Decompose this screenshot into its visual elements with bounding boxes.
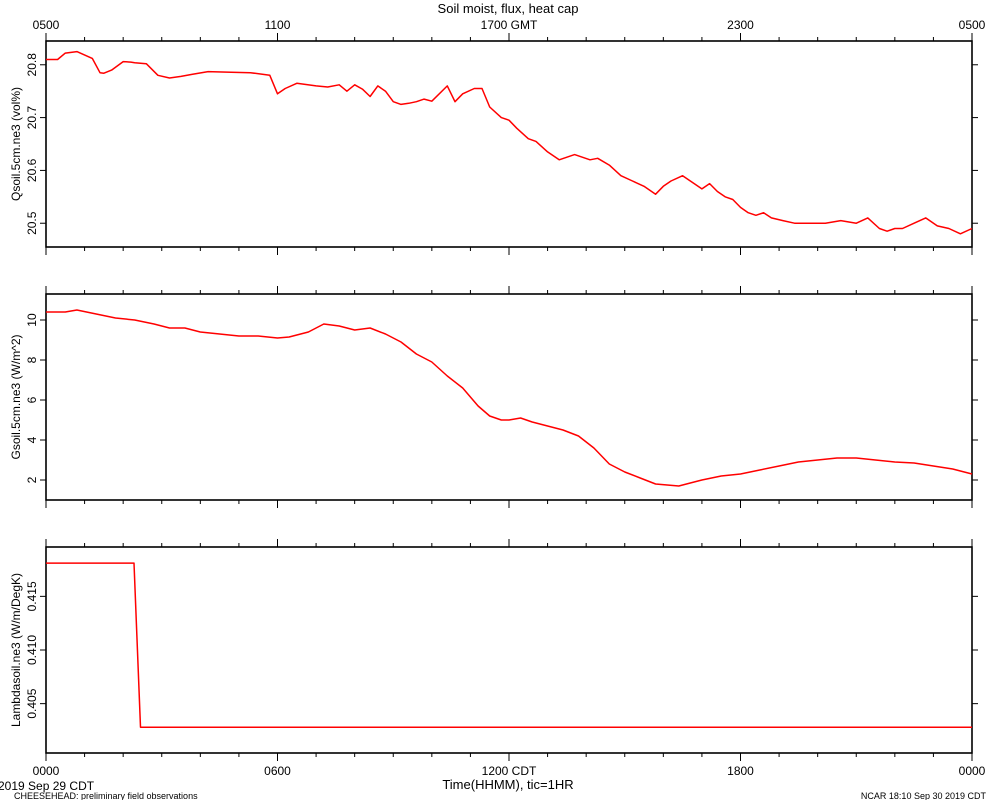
plot-frame-3 bbox=[45, 546, 973, 754]
y-tick-label: 6 bbox=[25, 396, 39, 403]
chart-title: Soil moist, flux, heat cap bbox=[438, 1, 579, 16]
x-axis-label: Time(HHMM), tic=1HR bbox=[442, 777, 573, 792]
y-tick-label: 4 bbox=[25, 436, 39, 443]
y-axis-label: Gsoil.5cm.ne3 (W/m^2) bbox=[9, 335, 23, 460]
y-tick-label: 8 bbox=[25, 356, 39, 363]
x-tick-label: 0000 bbox=[959, 764, 986, 778]
top-tick-label: 1100 bbox=[265, 18, 291, 32]
plot-frame-2 bbox=[45, 293, 973, 501]
y-tick-label: 2 bbox=[25, 476, 39, 483]
series-line-1 bbox=[46, 50, 973, 235]
y-tick-label: 0.405 bbox=[25, 688, 39, 718]
x-tick-label: 1800 bbox=[727, 764, 754, 778]
y-tick-label: 20.5 bbox=[25, 211, 39, 235]
y-axis-label: Qsoil.5cm.ne3 (vol%) bbox=[9, 87, 23, 201]
footer-note: CHEESEHEAD: preliminary field observatio… bbox=[14, 791, 198, 800]
y-tick-label: 0.415 bbox=[25, 581, 39, 611]
y-tick-label: 20.7 bbox=[25, 106, 39, 130]
y-tick-label: 20.8 bbox=[25, 53, 39, 77]
footer-timestamp: NCAR 18:10 Sep 30 2019 CDT bbox=[861, 791, 987, 800]
y-tick-label: 20.6 bbox=[25, 158, 39, 182]
plot-frame-1 bbox=[45, 40, 973, 248]
x-tick-label: 0600 bbox=[264, 764, 291, 778]
x-tick-label: 0000 bbox=[33, 764, 60, 778]
series-line-2 bbox=[46, 309, 973, 487]
series-line-3 bbox=[46, 562, 972, 728]
x-tick-label: 1200 CDT bbox=[482, 764, 537, 778]
y-tick-label: 10 bbox=[25, 313, 39, 327]
top-tick-label: 0500 bbox=[33, 18, 60, 32]
y-tick-label: 0.410 bbox=[25, 635, 39, 665]
footer-date: 2019 Sep 29 CDT bbox=[0, 779, 95, 793]
top-tick-label: 1700 GMT bbox=[481, 18, 538, 32]
top-tick-label: 2300 bbox=[727, 18, 754, 32]
y-axis-label: Lambdasoil.ne3 (W/m/DegK) bbox=[9, 573, 23, 727]
top-tick-label: 0500 bbox=[959, 18, 986, 32]
